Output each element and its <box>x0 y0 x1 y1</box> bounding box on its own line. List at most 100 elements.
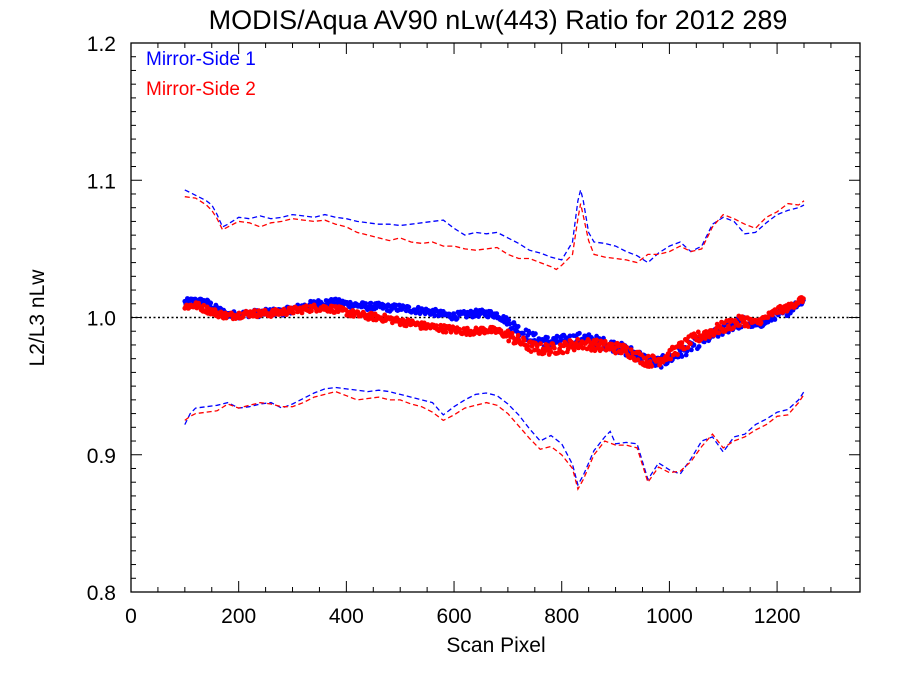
series-2-point <box>252 308 257 313</box>
plot-frame <box>130 42 861 593</box>
series-2-point <box>707 334 712 340</box>
series-2-point <box>291 310 296 316</box>
series-1-point <box>545 335 550 340</box>
series-2-point <box>534 343 540 349</box>
series-1-point <box>515 324 521 329</box>
series-2-point <box>617 342 623 348</box>
series-2-point <box>505 328 511 334</box>
tick-labels: 0 200 400 600 800 1000 1200 0.8 0.9 1.0 1.1 1.2 <box>87 33 801 628</box>
y-tick-label: 0.9 <box>87 445 116 468</box>
series-2-point <box>801 296 806 301</box>
series-1-point <box>521 331 526 337</box>
series-2-point <box>599 346 605 352</box>
series-2-point <box>309 308 314 314</box>
series-1-point <box>363 301 369 306</box>
series-1-point <box>473 307 479 313</box>
x-tick-label: 800 <box>544 605 579 628</box>
y-axis-label: L2/L3 nLw <box>26 269 49 367</box>
series-2-point <box>443 329 449 335</box>
series-2-point <box>545 343 550 348</box>
y-tick-label: 1.0 <box>87 308 116 331</box>
series-2-point <box>299 310 305 316</box>
legend-item-mirror-side-2: Mirror-Side 2 <box>146 79 256 100</box>
series-2-point <box>635 357 641 362</box>
x-tick-label: 0 <box>125 605 137 628</box>
series-2-point <box>695 329 701 335</box>
series-1-point <box>533 331 538 337</box>
legend-item-mirror-side-1: Mirror-Side 1 <box>146 49 256 70</box>
series-2-point <box>679 340 685 346</box>
series-2 <box>182 196 806 491</box>
series-2-point <box>769 312 775 318</box>
series-2-point <box>506 338 512 344</box>
x-tick-label: 1200 <box>754 605 801 628</box>
series-2-point <box>552 345 557 351</box>
x-tick-label: 400 <box>329 605 364 628</box>
x-tick-label: 1000 <box>646 605 693 628</box>
series-2-point <box>731 325 736 330</box>
series-1-point <box>403 308 409 314</box>
series-2-point <box>716 330 722 336</box>
series-2-point <box>628 347 634 352</box>
series-2-point <box>434 323 439 328</box>
series-2-point <box>668 356 674 362</box>
series-1-point <box>567 333 573 339</box>
series-1-point <box>454 316 460 321</box>
series-2-point <box>529 343 535 349</box>
chart-title: MODIS/Aqua AV90 nLw(443) Ratio for 2012 … <box>209 5 788 35</box>
series-2-point <box>737 323 742 328</box>
x-tick-label: 600 <box>437 605 472 628</box>
series-2-point <box>745 324 751 329</box>
series-1-point <box>696 344 702 349</box>
series-2-point <box>765 315 771 320</box>
series-2-point <box>548 349 554 355</box>
series-2-point <box>515 332 521 338</box>
series-2-point <box>303 303 309 309</box>
series-1-point <box>494 311 500 316</box>
legend: Mirror-Side 1 Mirror-Side 2 <box>146 49 256 100</box>
y-tick-label: 0.8 <box>87 582 116 605</box>
series-2-point <box>403 323 409 329</box>
y-tick-label: 1.2 <box>87 33 116 56</box>
series-1-point <box>689 347 694 353</box>
series-2-point <box>795 300 801 306</box>
series-2-point <box>560 350 566 356</box>
series-2-point <box>624 345 630 350</box>
series-2-point <box>219 310 225 316</box>
series-2-point <box>685 345 691 350</box>
series-2-lower-line <box>184 390 805 491</box>
series-1-point <box>208 300 214 306</box>
series-1-point <box>506 317 512 323</box>
series-1-point <box>715 334 721 339</box>
series-2-point <box>525 343 531 349</box>
series-1-point <box>368 300 374 306</box>
series-2-point <box>509 330 515 336</box>
series-1-point <box>393 302 399 308</box>
series-2-point <box>569 339 574 345</box>
series-2-point <box>236 310 242 316</box>
series-2-point <box>649 363 655 369</box>
series-2-point <box>602 338 608 344</box>
series-2-point <box>571 347 577 353</box>
series-2-point <box>281 306 287 312</box>
series-1-point <box>772 317 778 322</box>
series-2-upper-line <box>184 196 805 271</box>
series-2-point <box>575 337 581 342</box>
x-axis-label: Scan Pixel <box>446 634 545 657</box>
series-1-point <box>527 330 532 336</box>
x-tick-label: 200 <box>221 605 256 628</box>
series-2-point <box>688 341 693 347</box>
series-layer <box>182 189 806 491</box>
series-1-point <box>509 326 515 331</box>
series-2-point <box>521 337 527 343</box>
series-1 <box>182 189 806 487</box>
series-2-point <box>594 337 599 343</box>
series-1-upper-line <box>184 189 805 264</box>
series-1-lower-line <box>184 386 805 487</box>
series-2-point <box>538 341 543 347</box>
series-2-point <box>675 352 680 358</box>
series-1-point <box>577 330 582 336</box>
series-1-point <box>679 354 685 359</box>
series-1-point <box>683 352 689 358</box>
